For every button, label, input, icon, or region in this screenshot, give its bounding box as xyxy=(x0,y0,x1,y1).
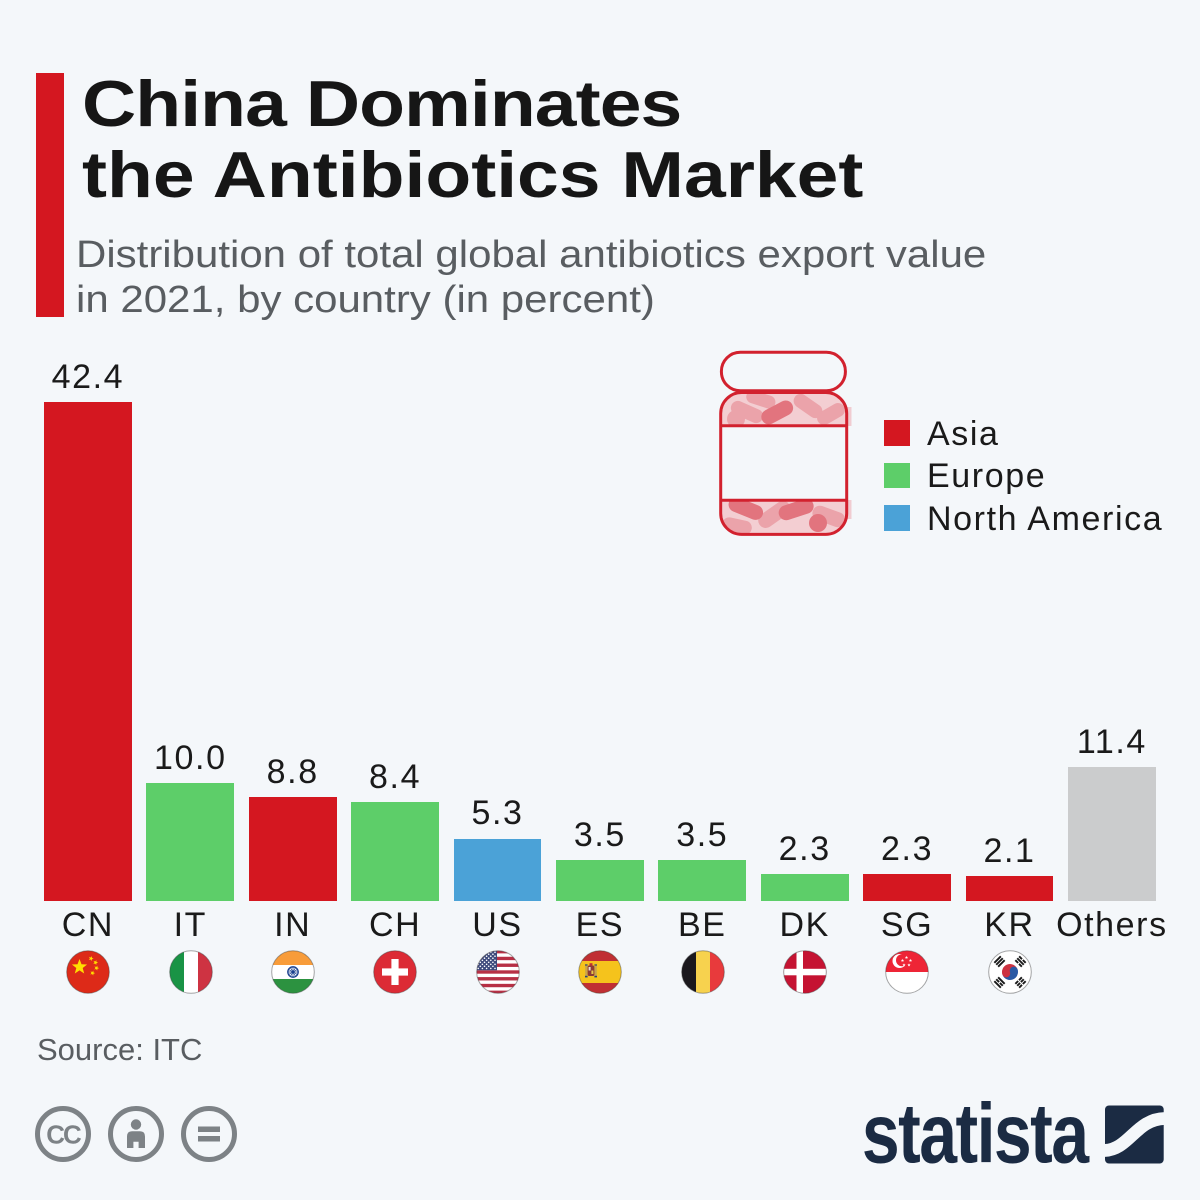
svg-text:CC: CC xyxy=(46,1119,82,1149)
svg-text:statista: statista xyxy=(862,1088,1090,1182)
